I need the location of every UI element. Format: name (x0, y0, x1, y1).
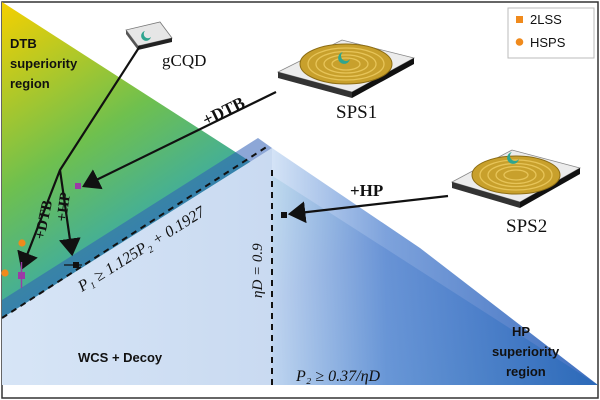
gcqd-label: gCQD (162, 51, 206, 70)
legend-label-hsps: HSPS (530, 35, 566, 50)
sps1-device (276, 39, 416, 98)
sps2-label: SPS2 (506, 216, 547, 237)
sps1-emitter-icon (338, 52, 350, 64)
gcqd-hp-arrow-label: +HP (54, 191, 74, 222)
sps1-arrow (82, 91, 277, 190)
legend: 2LSS HSPS (507, 7, 595, 59)
dtb-region-label-1: DTB (10, 36, 37, 51)
bottom-bound-label: P₂ ≥ 0.37/ηD (295, 368, 381, 385)
eta-bound-label: ηD = 0.9 (250, 243, 266, 298)
hp-region-label-1: HP (512, 324, 530, 339)
sps2-arrow (287, 194, 449, 224)
sps1-label: SPS1 (336, 102, 377, 123)
hp-region-label-2: superiority (492, 344, 560, 359)
gcqd-hp-arrow (58, 169, 81, 257)
gcqd-emitter-icon (141, 31, 151, 41)
hsps-edge-point (1, 269, 9, 277)
legend-square-marker (516, 16, 523, 23)
wcs-region-label: WCS + Decoy (78, 350, 163, 365)
dtb-region-label-2: superiority (10, 56, 78, 71)
hp-region-label-3: region (506, 364, 546, 379)
blue-strip (2, 138, 272, 318)
legend-label-2lss: 2LSS (530, 12, 562, 27)
hsps-point (18, 239, 26, 247)
sps2-hp-point (281, 212, 287, 218)
dtb-region-label-3: region (10, 76, 50, 91)
sps1-dtb-point (75, 183, 81, 189)
legend-circle-marker (515, 38, 524, 46)
sps2-device (450, 149, 582, 208)
diagonal-bound-line (1, 145, 269, 319)
gcqd-device (125, 21, 173, 50)
sps2-emitter-icon (507, 152, 519, 164)
sps2-arrow-label: +HP (350, 181, 383, 200)
wcs-region (2, 148, 272, 385)
